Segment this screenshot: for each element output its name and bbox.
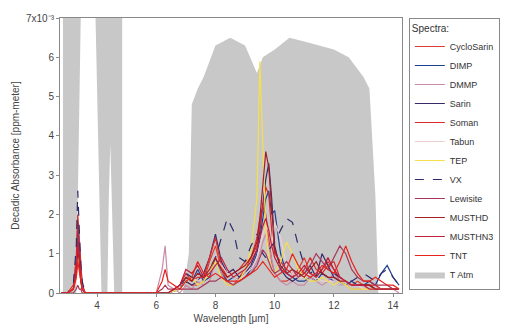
svg-text:Spectra:: Spectra: (412, 23, 449, 34)
svg-text:DIMP: DIMP (450, 61, 473, 71)
svg-text:5: 5 (48, 91, 54, 102)
svg-text:2: 2 (48, 209, 54, 220)
svg-text:Sarin: Sarin (450, 99, 471, 109)
svg-text:MUSTHN3: MUSTHN3 (450, 232, 494, 242)
svg-text:Soman: Soman (450, 118, 479, 128)
svg-text:VX: VX (450, 175, 462, 185)
svg-text:12: 12 (328, 300, 340, 311)
svg-text:DMMP: DMMP (450, 80, 478, 90)
svg-text:0: 0 (48, 288, 54, 299)
svg-text:CycloSarin: CycloSarin (450, 42, 494, 52)
svg-text:1: 1 (48, 248, 54, 259)
svg-text:Decadic Absorbance [ppm-meter]: Decadic Absorbance [ppm-meter] (10, 81, 21, 230)
svg-text:7x10⁻³: 7x10⁻³ (26, 13, 55, 24)
svg-text:4: 4 (94, 300, 100, 311)
svg-text:Lewisite: Lewisite (450, 194, 483, 204)
svg-text:8: 8 (213, 300, 219, 311)
svg-text:TEP: TEP (450, 156, 468, 166)
svg-text:14: 14 (388, 300, 400, 311)
svg-text:MUSTHD: MUSTHD (450, 213, 489, 223)
svg-text:6: 6 (153, 300, 159, 311)
svg-text:Tabun: Tabun (450, 137, 475, 147)
svg-text:3: 3 (48, 170, 54, 181)
svg-text:10: 10 (269, 300, 281, 311)
svg-text:TNT: TNT (450, 251, 468, 261)
svg-text:Wavelength [μm]: Wavelength [μm] (194, 313, 269, 324)
svg-text:6: 6 (48, 52, 54, 63)
svg-text:4: 4 (48, 130, 54, 141)
svg-text:T Atm: T Atm (450, 270, 473, 280)
